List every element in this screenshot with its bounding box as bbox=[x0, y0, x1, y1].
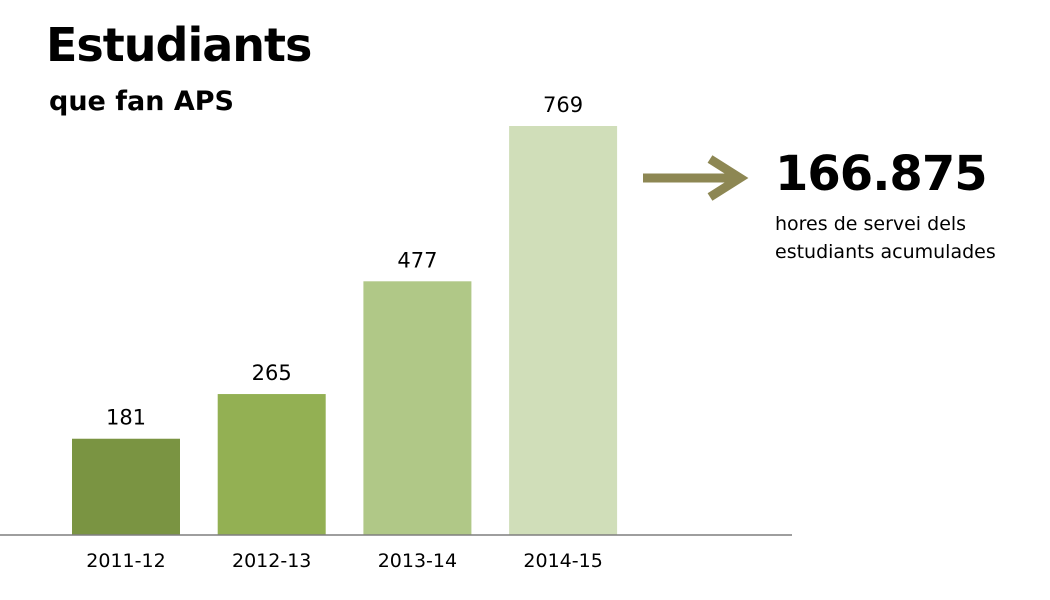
data-label-2013-14: 477 bbox=[397, 248, 437, 272]
category-label-2014-15: 2014-15 bbox=[523, 550, 602, 572]
bars-group bbox=[72, 126, 618, 535]
bar-2013-14 bbox=[363, 281, 472, 535]
total-hours-caption: hores de servei dels estudiants acumulad… bbox=[775, 213, 996, 263]
data-label-2011-12: 181 bbox=[106, 406, 146, 430]
bar-2012-13 bbox=[217, 394, 326, 535]
category-label-2011-12: 2011-12 bbox=[86, 550, 165, 572]
total-hours-value: 166.875 bbox=[775, 146, 988, 202]
bar-2014-15 bbox=[509, 126, 618, 535]
category-labels-group: 2011-12 2012-13 2013-14 2014-15 bbox=[86, 550, 602, 572]
chart-subtitle: que fan APS bbox=[49, 86, 234, 117]
category-label-2013-14: 2013-14 bbox=[378, 550, 457, 572]
data-label-2012-13: 265 bbox=[252, 361, 292, 385]
arrow-head bbox=[707, 155, 749, 201]
category-label-2012-13: 2012-13 bbox=[232, 550, 311, 572]
data-label-2014-15: 769 bbox=[543, 93, 583, 117]
chart-title: Estudiants bbox=[46, 18, 312, 72]
bar-chart: 181 265 477 769 2011-12 2012-13 2013-14 2014-1… bbox=[0, 93, 792, 572]
data-labels-group: 181 265 477 769 bbox=[106, 93, 583, 430]
right-arrow-icon bbox=[643, 155, 749, 201]
bar-2011-12 bbox=[72, 438, 180, 535]
